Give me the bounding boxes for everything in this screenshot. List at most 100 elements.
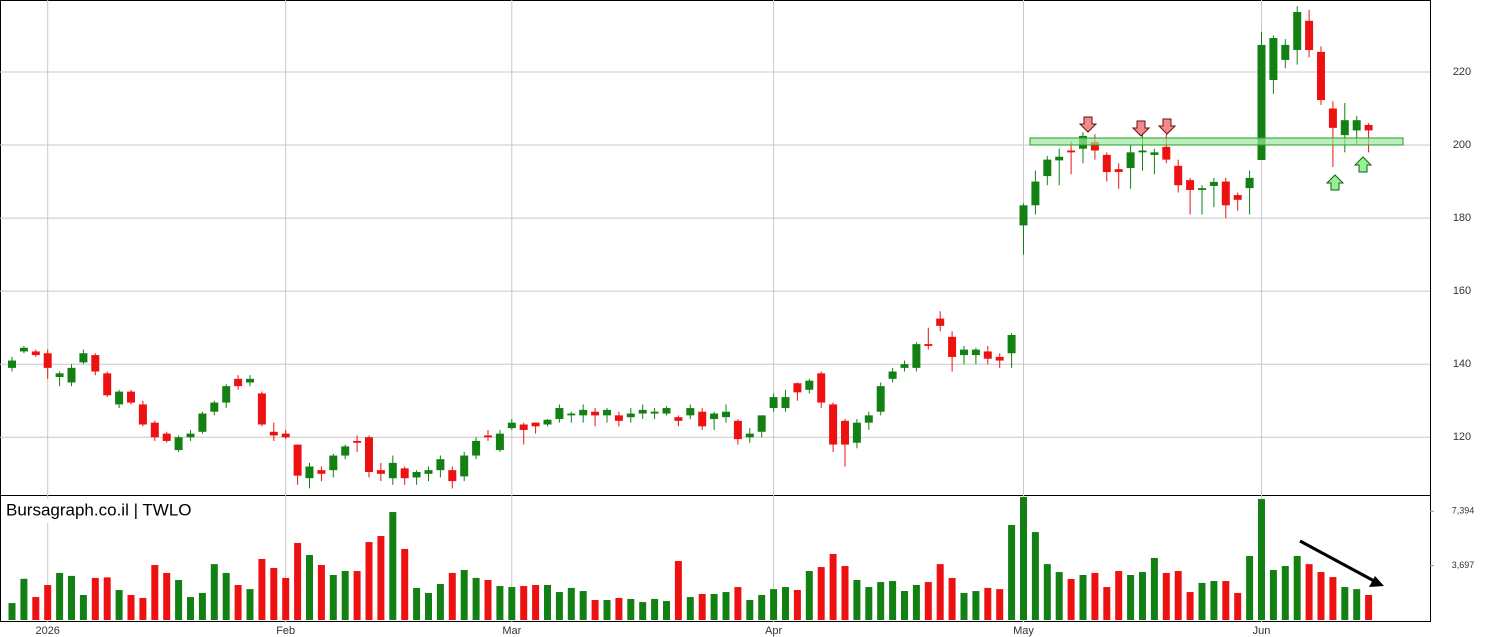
candle-body	[162, 433, 171, 441]
candle-body	[198, 413, 207, 432]
volume-bar	[603, 600, 611, 620]
volume-bar	[651, 598, 659, 620]
volume-bar	[436, 583, 444, 620]
candle-body	[1209, 181, 1218, 186]
volume-bar	[627, 598, 635, 620]
candle-body	[757, 415, 766, 432]
x-tick-label: Jun	[1253, 625, 1271, 637]
candle-body	[1328, 108, 1337, 128]
candle-body	[531, 422, 540, 427]
volume-bar	[591, 600, 599, 620]
volume-bar	[294, 542, 302, 620]
candle-body	[638, 409, 647, 414]
volume-bar	[1198, 582, 1206, 620]
candle-body	[19, 347, 28, 352]
volume-bar	[306, 555, 313, 620]
candle-body	[650, 411, 659, 414]
volume-bar	[210, 564, 218, 620]
candle-body	[138, 404, 147, 425]
candle-body	[353, 440, 362, 443]
candle-body	[745, 433, 754, 438]
volume-bar	[1365, 595, 1373, 620]
up-arrow	[1325, 174, 1345, 191]
candle-body	[1221, 181, 1230, 206]
candle-body	[495, 433, 504, 451]
candle-body	[1150, 152, 1159, 155]
candle-body	[948, 336, 957, 357]
candle-body	[210, 402, 219, 412]
candle-body	[567, 413, 576, 416]
up-arrow	[1353, 156, 1373, 173]
volume-bar	[246, 589, 254, 620]
volume-bar	[520, 586, 528, 620]
volume-bar	[1174, 571, 1182, 620]
candle-body	[686, 408, 695, 416]
volume-bar	[56, 572, 64, 620]
volume-bar	[1055, 572, 1063, 620]
candle-body	[472, 440, 481, 456]
volume-bar	[960, 592, 968, 620]
resistance-band	[1029, 137, 1404, 146]
candle-body	[936, 318, 945, 326]
volume-bar	[341, 571, 349, 620]
candle-body	[924, 344, 933, 346]
x-tick-label: 2026	[35, 625, 59, 637]
candle-body	[376, 470, 385, 474]
volume-bar	[329, 575, 337, 620]
volume-bar	[91, 577, 99, 620]
candle-body	[222, 386, 231, 403]
candle-body	[1067, 150, 1076, 153]
volume-bar	[365, 542, 373, 620]
candle-body	[698, 411, 707, 427]
volume-bar	[1317, 572, 1325, 620]
volume-bar	[1329, 577, 1337, 620]
candle-body	[674, 417, 683, 421]
volume-bar	[686, 597, 694, 620]
volume-bar	[1091, 572, 1099, 620]
volume-bar	[1139, 572, 1146, 620]
volume-bar	[1341, 587, 1349, 620]
candle-body	[43, 353, 52, 368]
candle-body	[1043, 159, 1052, 177]
y-tick-label: 220	[1453, 66, 1471, 78]
volume-bar	[1222, 581, 1230, 620]
volume-bar	[1020, 497, 1027, 620]
volume-bar	[484, 580, 492, 620]
candle-body	[995, 356, 1004, 361]
volume-bar	[413, 587, 421, 620]
candle-body	[1031, 181, 1040, 206]
y2-tick-label: 3,697	[1452, 560, 1475, 570]
volume-bar	[829, 553, 837, 620]
volume-bar	[401, 548, 409, 620]
candle-body	[852, 422, 861, 443]
candle-body	[1162, 146, 1171, 160]
volume-bar	[1067, 578, 1075, 620]
volume-bar	[1008, 525, 1016, 620]
candle-body	[127, 391, 135, 403]
volume-bar	[234, 585, 242, 620]
candle-body	[436, 459, 445, 471]
candle-body	[591, 411, 600, 416]
volume-bar	[817, 567, 825, 620]
volume-bar	[425, 592, 432, 620]
candle-body	[864, 415, 873, 423]
candle-body	[329, 455, 338, 471]
volume-bar	[1103, 587, 1111, 620]
candle-body	[1352, 120, 1361, 131]
volume-bar	[508, 587, 516, 620]
candle-body	[1090, 142, 1099, 151]
candle-body	[829, 404, 838, 445]
candle-body	[365, 437, 373, 472]
volume-bar	[1127, 575, 1135, 620]
volume-bar	[532, 585, 540, 620]
candle-body	[1114, 169, 1123, 173]
candle-body	[317, 470, 326, 474]
volume-bar	[770, 589, 778, 620]
candle-body	[626, 413, 635, 418]
volume-bar	[1258, 498, 1265, 620]
plot-frame	[0, 0, 1431, 622]
down-arrow	[1157, 118, 1177, 135]
volume-bar	[317, 565, 325, 620]
candle-body	[424, 470, 433, 474]
